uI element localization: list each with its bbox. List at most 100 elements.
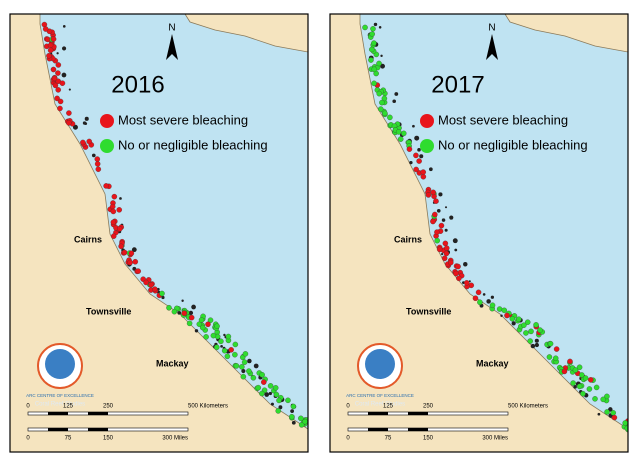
site <box>475 289 482 296</box>
year-title: 2017 <box>431 71 484 98</box>
legend-swatch <box>100 114 114 128</box>
site <box>50 66 57 73</box>
reef <box>188 310 194 316</box>
site <box>121 249 128 256</box>
scale-km-label: 500 Kilometers <box>188 404 228 410</box>
reef <box>290 409 294 413</box>
site <box>152 286 158 292</box>
site <box>188 314 195 321</box>
site <box>298 422 305 428</box>
scale-mi-label: 300 Miles <box>482 436 508 442</box>
site <box>205 321 211 328</box>
reef <box>534 338 539 343</box>
site <box>586 386 593 392</box>
site <box>66 120 72 126</box>
site <box>214 323 220 329</box>
scale-mi-seg <box>48 428 68 431</box>
site <box>276 397 282 404</box>
site <box>489 302 496 309</box>
site <box>537 327 543 333</box>
site <box>213 344 220 351</box>
site <box>521 322 527 328</box>
place-label: Cairns <box>394 234 422 244</box>
site <box>416 158 422 164</box>
site <box>371 80 377 87</box>
site <box>118 243 124 250</box>
reef <box>56 52 59 55</box>
site <box>362 24 368 31</box>
legend-label: Most severe bleaching <box>438 112 568 127</box>
site <box>116 207 122 213</box>
site <box>273 391 280 398</box>
site <box>47 47 54 54</box>
site <box>132 258 139 265</box>
logo-line2: Coral Reef Studies <box>35 402 85 408</box>
scale-km-seg <box>368 412 388 415</box>
site <box>171 308 178 315</box>
site <box>567 358 573 365</box>
reef <box>278 405 283 410</box>
site <box>241 359 248 365</box>
reef <box>452 238 458 244</box>
site <box>433 198 439 204</box>
site <box>533 322 539 328</box>
reef <box>454 248 458 252</box>
scale-mi-label: 0 <box>346 436 350 442</box>
site <box>570 380 576 386</box>
site <box>103 183 109 189</box>
site <box>430 189 436 196</box>
reef <box>444 228 448 232</box>
site <box>311 429 316 434</box>
scale-km-label: 500 Kilometers <box>508 404 548 410</box>
reef <box>486 299 491 304</box>
site <box>629 426 634 431</box>
site <box>443 245 450 251</box>
reef <box>61 46 67 51</box>
site <box>371 66 378 73</box>
reef <box>131 247 137 253</box>
reef <box>441 218 446 222</box>
site <box>86 138 92 145</box>
reef <box>223 333 226 337</box>
reef <box>241 368 246 374</box>
site <box>441 255 448 261</box>
reef <box>632 432 634 434</box>
site <box>94 161 101 167</box>
site <box>369 31 375 37</box>
site <box>207 317 214 323</box>
reef <box>314 432 316 434</box>
reef <box>161 295 165 300</box>
site <box>376 60 382 67</box>
site <box>413 166 419 173</box>
reef <box>412 124 415 128</box>
scale-km-seg <box>48 412 68 415</box>
site <box>622 420 628 426</box>
site <box>376 90 382 97</box>
site <box>285 397 291 404</box>
site <box>159 290 165 297</box>
site <box>576 364 583 371</box>
reef <box>436 208 441 213</box>
site <box>148 282 154 288</box>
land <box>10 14 308 452</box>
site <box>312 425 317 430</box>
reef <box>463 262 468 267</box>
scale-km-seg <box>408 412 428 415</box>
site <box>127 259 133 266</box>
reef <box>392 99 396 104</box>
reef <box>61 72 67 78</box>
site <box>57 98 64 105</box>
site <box>397 136 404 142</box>
reef <box>191 304 196 310</box>
scale-km-seg <box>88 412 108 415</box>
site <box>233 363 240 369</box>
site <box>246 368 252 374</box>
reef <box>468 280 471 283</box>
reef <box>181 299 184 302</box>
place-label: Mackay <box>156 358 189 368</box>
reef <box>380 63 385 69</box>
site <box>496 306 503 312</box>
site <box>313 428 318 433</box>
scale-km-label: 125 <box>63 404 74 410</box>
site <box>55 70 61 76</box>
